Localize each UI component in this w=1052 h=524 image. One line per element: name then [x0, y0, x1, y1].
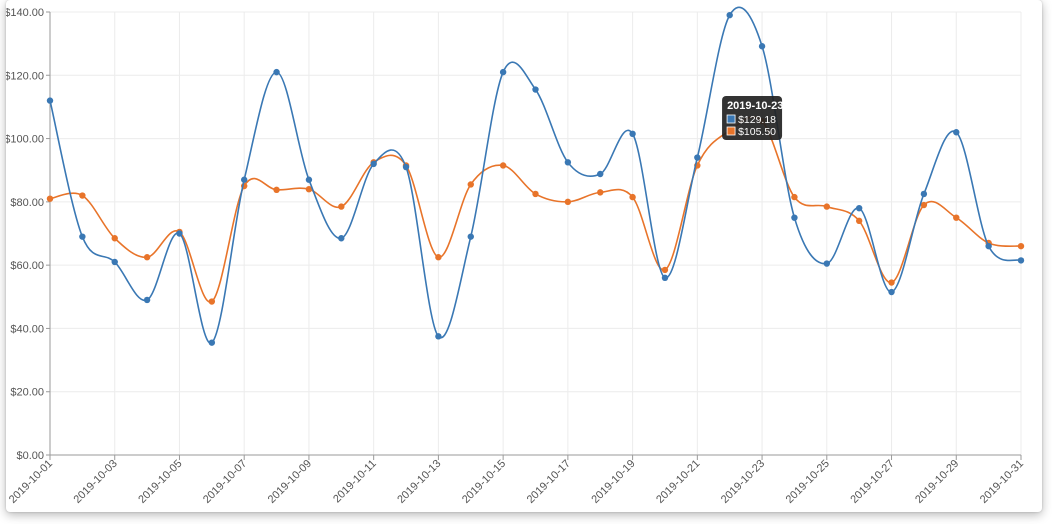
series-line-2 [49, 116, 1022, 303]
x-tick-label: 2019-10-23 [719, 458, 767, 506]
data-point-series-2[interactable] [143, 254, 151, 261]
data-point-series-1[interactable] [532, 86, 539, 93]
data-point-series-1[interactable] [564, 159, 572, 166]
data-point-series-1[interactable] [241, 176, 248, 183]
y-tick-label: $0.00 [16, 450, 44, 462]
x-tick-label: 2019-10-11 [331, 458, 379, 506]
data-point-series-2[interactable] [532, 190, 539, 198]
x-tick-label: 2019-10-13 [395, 458, 443, 506]
tooltip-background [722, 96, 783, 140]
data-point-series-1[interactable] [176, 230, 183, 237]
data-point-series-1[interactable] [499, 68, 507, 76]
y-tick-label: $20.00 [10, 387, 44, 399]
data-point-series-2[interactable] [46, 195, 54, 202]
series-line-1 [49, 6, 1022, 344]
data-point-series-2[interactable] [629, 193, 636, 201]
data-point-series-1[interactable] [726, 11, 733, 19]
data-point-series-1[interactable] [823, 260, 830, 267]
data-point-series-2[interactable] [953, 214, 960, 221]
x-tick-label: 2019-10-05 [136, 458, 184, 506]
data-point-series-2[interactable] [499, 162, 507, 169]
data-point-series-2[interactable] [435, 254, 442, 261]
data-point-series-1[interactable] [370, 160, 377, 168]
x-tick-label: 2019-10-29 [913, 458, 961, 506]
tooltip-value-series-1: $129.18 [738, 114, 776, 126]
x-tick-label: 2019-10-03 [72, 458, 120, 506]
tooltip-swatch-series-2 [726, 126, 736, 136]
grid [49, 11, 1022, 455]
y-tick-label: $100.00 [6, 134, 44, 146]
axes [46, 11, 1022, 460]
x-tick-label: 2019-10-09 [266, 458, 314, 506]
line-chart[interactable]: $0.00 $20.00 $40.00 $60.00 $80.00 $100.00 $120… [6, 0, 1042, 512]
x-tick-label: 2019-10-17 [525, 458, 573, 506]
data-point-series-1[interactable] [435, 333, 442, 340]
data-point-series-2[interactable] [564, 198, 572, 206]
data-point-series-2[interactable] [467, 181, 474, 188]
data-point-series-1[interactable] [208, 339, 216, 346]
data-point-series-2[interactable] [1017, 242, 1025, 250]
data-point-series-1[interactable] [467, 233, 474, 240]
data-point-series-1[interactable] [694, 154, 701, 161]
y-tick-label: $120.00 [6, 70, 44, 82]
data-point-series-1[interactable] [402, 163, 410, 171]
data-point-series-2[interactable] [305, 186, 313, 193]
chart-frame: $0.00 $20.00 $40.00 $60.00 $80.00 $100.00 $120… [6, 0, 1042, 512]
data-point-series-1[interactable] [920, 190, 928, 198]
x-tick-label: 2019-10-07 [201, 458, 249, 506]
data-point-series-2[interactable] [920, 201, 928, 209]
tooltip: 2019-10-23 $129.18 $105.50 [722, 96, 783, 140]
data-point-series-2[interactable] [273, 186, 280, 194]
tooltip-swatch-series-1 [726, 114, 736, 124]
data-point-series-2[interactable] [111, 235, 118, 242]
x-axis-ticks: 2019-10-01 2019-10-03 2019-10-05 2019-10-07… [7, 458, 1026, 506]
data-point-series-1[interactable] [305, 176, 313, 183]
data-point-series-1[interactable] [985, 242, 992, 250]
x-tick-label: 2019-10-01 [7, 458, 55, 506]
data-point-series-2[interactable] [597, 189, 604, 196]
data-point-series-1[interactable] [1017, 257, 1025, 264]
data-point-series-2[interactable] [855, 217, 863, 225]
data-point-series-1[interactable] [79, 233, 86, 240]
x-tick-label: 2019-10-15 [460, 458, 508, 506]
y-tick-label: $40.00 [10, 323, 44, 335]
data-point-series-2[interactable] [338, 203, 345, 210]
y-tick-label: $60.00 [10, 260, 44, 272]
y-axis-ticks: $0.00 $20.00 $40.00 $60.00 $80.00 $100.00 $120… [6, 7, 44, 462]
data-point-series-1[interactable] [791, 214, 798, 221]
x-tick-label: 2019-10-27 [848, 458, 896, 506]
data-point-series-1[interactable] [758, 43, 766, 50]
data-point-series-1[interactable] [597, 170, 604, 178]
data-point-series-2[interactable] [823, 203, 830, 210]
data-point-series-1[interactable] [953, 129, 960, 136]
data-point-series-1[interactable] [46, 97, 54, 104]
data-point-series-1[interactable] [338, 235, 345, 242]
series[interactable] [46, 6, 1025, 346]
data-point-series-1[interactable] [629, 130, 636, 138]
data-point-series-2[interactable] [661, 266, 669, 274]
x-tick-label: 2019-10-25 [784, 458, 832, 506]
y-tick-label: $80.00 [10, 197, 44, 209]
x-tick-label: 2019-10-19 [589, 458, 637, 506]
tooltip-date: 2019-10-23 [727, 100, 783, 112]
data-point-series-1[interactable] [273, 68, 280, 76]
data-point-series-1[interactable] [111, 258, 118, 266]
y-tick-label: $140.00 [6, 7, 44, 19]
data-point-series-2[interactable] [79, 192, 86, 199]
data-point-series-1[interactable] [143, 296, 151, 304]
data-point-series-1[interactable] [888, 288, 895, 296]
data-point-series-1[interactable] [855, 204, 863, 212]
data-point-series-1[interactable] [661, 274, 669, 281]
x-tick-label: 2019-10-31 [978, 458, 1026, 506]
data-point-series-2[interactable] [208, 298, 216, 305]
x-tick-label: 2019-10-21 [654, 458, 702, 506]
data-point-series-2[interactable] [791, 193, 798, 201]
tooltip-value-series-2: $105.50 [738, 126, 776, 138]
data-point-series-2[interactable] [888, 279, 895, 286]
